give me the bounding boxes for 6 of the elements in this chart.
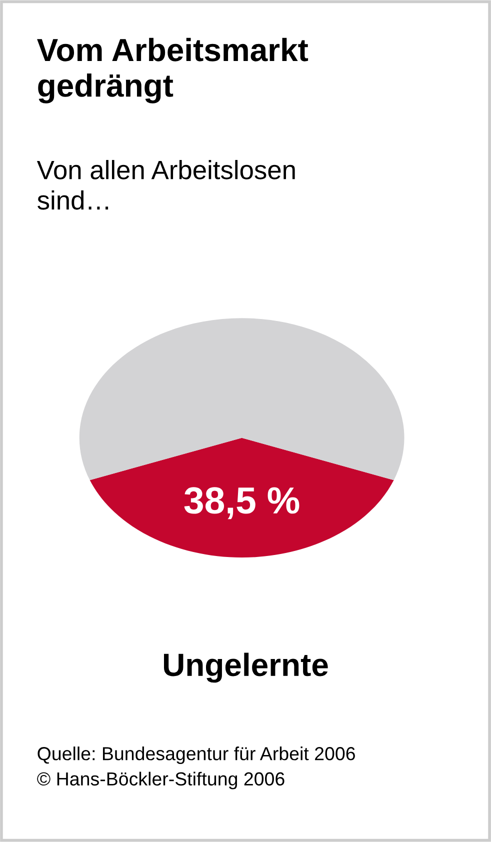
- source-note: Quelle: Bundesagentur für Arbeit 2006: [38, 746, 355, 764]
- text: © Hans-Böckler-Stiftung 2006: [37, 772, 284, 790]
- chart-subtitle: Von allen Arbeitslosen sind…: [36, 160, 295, 210]
- data-label: 38,5 %: [184, 487, 300, 520]
- chart-title: Vom Arbeitsmarkt gedrängt: [37, 38, 308, 104]
- slice-label: Ungelernte: [164, 652, 328, 683]
